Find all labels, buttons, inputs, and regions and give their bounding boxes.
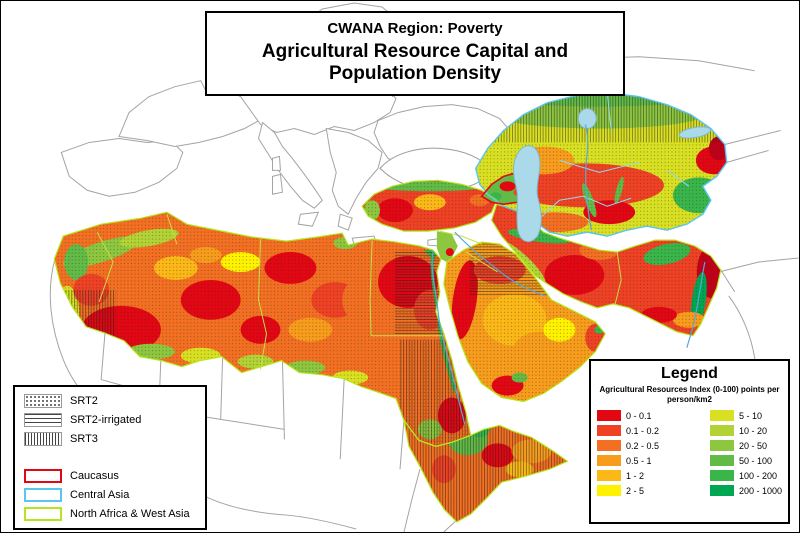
legend-box: Legend Agricultural Resources Index (0-1… (589, 359, 790, 524)
pattern-label: SRT2 (70, 395, 98, 407)
group-boundaries (53, 91, 728, 523)
legend-item: 0 - 0.1 (597, 410, 659, 421)
north-africa-west-asia-boundary-swatch (24, 507, 62, 521)
legend-title: Legend (661, 365, 718, 382)
lake-balkhash (678, 126, 712, 139)
map-subtitle: CWANA Region: Poverty (327, 20, 503, 37)
legend-swatch (709, 425, 734, 436)
legend-item: 20 - 50 (709, 440, 782, 451)
legend-swatch (709, 485, 734, 496)
boundary-group: Caucasus Central Asia North Africa & Wes… (24, 469, 196, 521)
legend-label: 0.5 - 1 (626, 455, 652, 466)
legend-subtitle: Agricultural Resources Index (0-100) poi… (599, 385, 780, 404)
borders-central-asia (535, 92, 690, 223)
dots-pattern-swatch (24, 394, 62, 408)
boundary-label: Caucasus (70, 470, 119, 482)
legend-item: 0.2 - 0.5 (597, 440, 659, 451)
legend-swatch (597, 440, 621, 451)
legend-swatch (709, 440, 734, 451)
boundary-label: North Africa & West Asia (70, 508, 190, 520)
legend-columns: 0 - 0.1 0.1 - 0.2 0.2 - 0.5 0.5 - 1 1 - … (597, 410, 782, 496)
caspian-sea (513, 145, 542, 243)
map-title: Agricultural Resource Capital and Popula… (261, 41, 569, 84)
legend-item-north-africa-west-asia: North Africa & West Asia (24, 507, 196, 521)
caucasus-boundary-swatch (24, 469, 62, 483)
boundary-label: Central Asia (70, 489, 130, 501)
borders-nawa (96, 214, 622, 370)
region-levant (436, 231, 458, 263)
legend-label: 1 - 2 (626, 470, 645, 481)
legend-swatch (709, 455, 734, 466)
legend-label: 100 - 200 (738, 470, 777, 481)
legend-item: 100 - 200 (709, 470, 782, 481)
legend-item-central-asia: Central Asia (24, 488, 196, 502)
legend-item: 2 - 5 (597, 485, 659, 496)
aral-sea (577, 108, 597, 130)
region-turkey (362, 180, 497, 232)
pattern-legend-box: SRT2 SRT2-irrigated SRT3 Caucasus Centra… (13, 385, 207, 530)
legend-swatch (709, 410, 734, 421)
legend-column-right: 5 - 10 10 - 20 20 - 50 50 - 100 100 - 20… (709, 410, 782, 496)
legend-label: 2 - 5 (626, 485, 645, 496)
legend-label: 10 - 20 (738, 425, 767, 436)
legend-item-caucasus: Caucasus (24, 469, 196, 483)
legend-label: 5 - 10 (738, 410, 762, 421)
legend-label: 50 - 100 (738, 455, 772, 466)
legend-swatch (597, 485, 621, 496)
legend-item-srt3: SRT3 (24, 432, 196, 446)
pattern-label: SRT3 (70, 433, 98, 445)
pattern-group: SRT2 SRT2-irrigated SRT3 (24, 394, 196, 446)
central-asia-boundary-swatch (24, 488, 62, 502)
horizontal-lines-pattern-swatch (24, 413, 62, 427)
legend-item: 50 - 100 (709, 455, 782, 466)
legend-swatch (597, 410, 621, 421)
legend-swatch (709, 470, 734, 481)
legend-item-srt2-irrigated: SRT2-irrigated (24, 413, 196, 427)
legend-column-left: 0 - 0.1 0.1 - 0.2 0.2 - 0.5 0.5 - 1 1 - … (597, 410, 659, 496)
legend-item: 5 - 10 (709, 410, 782, 421)
legend-label: 0.2 - 0.5 (626, 440, 660, 451)
legend-item: 0.5 - 1 (597, 455, 659, 466)
legend-label: 200 - 1000 (738, 485, 782, 496)
legend-swatch (597, 470, 621, 481)
legend-swatch (597, 425, 621, 436)
legend-label: 0 - 0.1 (626, 410, 652, 421)
legend-item: 1 - 2 (597, 470, 659, 481)
rivers (431, 124, 706, 425)
pattern-label: SRT2-irrigated (70, 414, 142, 426)
legend-item-srt2: SRT2 (24, 394, 196, 408)
legend-item: 0.1 - 0.2 (597, 425, 659, 436)
legend-label: 0.1 - 0.2 (626, 425, 660, 436)
legend-label: 20 - 50 (738, 440, 767, 451)
map-title-box: CWANA Region: Poverty Agricultural Resou… (205, 11, 625, 96)
legend-item: 200 - 1000 (709, 485, 782, 496)
legend-item: 10 - 20 (709, 425, 782, 436)
vertical-lines-pattern-swatch (24, 432, 62, 446)
legend-swatch (597, 455, 621, 466)
